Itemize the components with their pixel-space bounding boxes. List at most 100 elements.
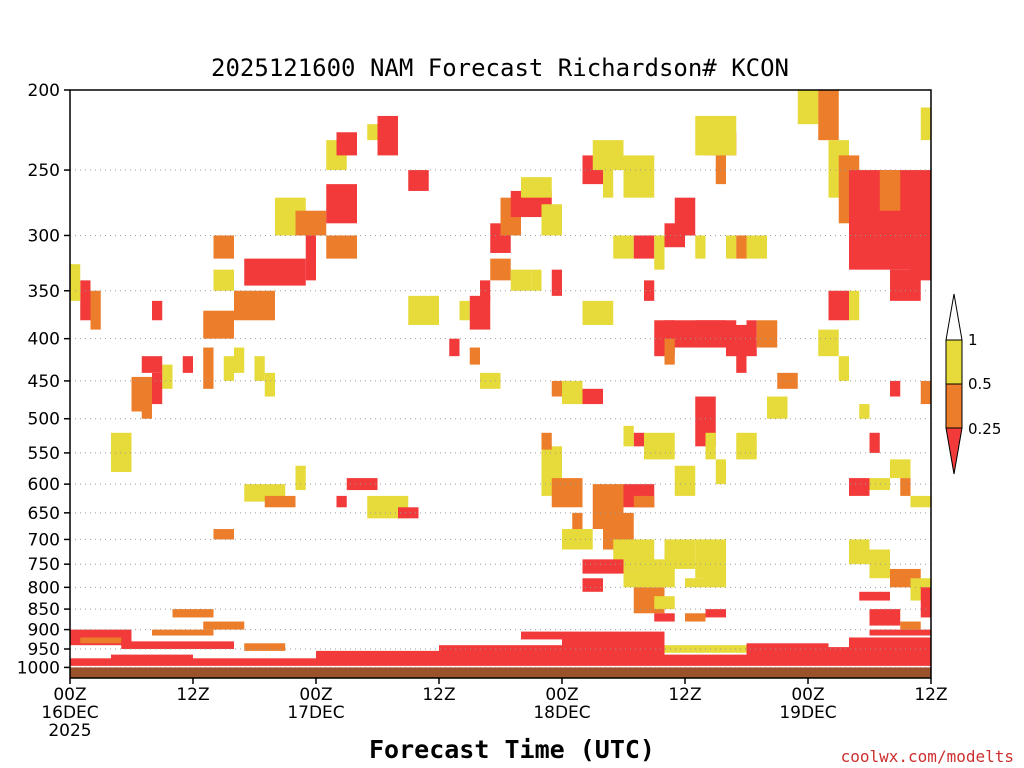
legend-label-1: 1 xyxy=(968,331,978,349)
ri-cell-yellow xyxy=(849,539,870,565)
ri-cell-yellow xyxy=(603,155,614,198)
ri-cell-orange xyxy=(490,258,511,281)
ri-cell-orange xyxy=(326,235,357,259)
ri-cell-yellow xyxy=(920,107,931,141)
x-tick-label-72-0: 00Z xyxy=(791,685,824,705)
color-legend: 1 0.5 0.25 xyxy=(945,293,1001,475)
ri-cell-red xyxy=(890,269,921,301)
ri-cell-red xyxy=(736,347,747,373)
ri-cell-red xyxy=(326,184,357,224)
ri-cell-red xyxy=(377,115,398,156)
ri-cell-red xyxy=(582,559,624,574)
ri-cell-yellow xyxy=(562,380,583,405)
ri-cell-yellow xyxy=(674,465,696,496)
ri-cell-red xyxy=(193,658,316,668)
ri-cell-orange xyxy=(664,338,675,365)
ri-cell-red xyxy=(111,654,193,668)
ri-cell-red xyxy=(664,654,747,668)
plot-frame xyxy=(69,89,932,679)
ri-cell-red xyxy=(80,280,91,321)
ri-cell-yellow xyxy=(162,364,173,389)
ri-cell-yellow xyxy=(726,235,737,259)
y-tick-label-700: 700 xyxy=(28,530,60,550)
ri-cell-yellow xyxy=(715,459,726,485)
y-tick-label-450: 450 xyxy=(28,372,60,392)
ri-cell-red xyxy=(562,637,665,668)
ri-cell-red xyxy=(920,587,931,618)
ri-cell-yellow xyxy=(910,495,931,508)
y-tick-label-200: 200 xyxy=(28,81,60,101)
y-tick-label-250: 250 xyxy=(28,161,60,181)
ri-cell-red xyxy=(664,223,685,248)
y-tick-label-800: 800 xyxy=(28,578,60,598)
ri-cell-orange xyxy=(152,629,214,636)
x-tick-label-0-1: 16DEC xyxy=(41,703,98,723)
y-tick-label-600: 600 xyxy=(28,475,60,495)
ri-cell-orange xyxy=(777,372,798,389)
y-tick-label-1000: 1000 xyxy=(17,658,60,678)
ri-cell-red xyxy=(316,650,439,668)
ri-cell-red xyxy=(182,356,193,373)
y-tick-label-750: 750 xyxy=(28,555,60,575)
ri-cell-red xyxy=(705,609,726,618)
ground-band xyxy=(70,667,931,678)
ri-cell-red xyxy=(869,629,931,636)
y-tick-label-500: 500 xyxy=(28,410,60,430)
ri-cell-red xyxy=(869,609,901,626)
ri-cell-orange xyxy=(818,90,839,141)
ri-cell-orange xyxy=(203,347,214,389)
ri-cell-yellow xyxy=(705,432,716,460)
ri-cell-red xyxy=(346,478,357,491)
ri-cell-orange xyxy=(756,320,778,348)
ri-cell-yellow xyxy=(654,235,665,270)
ri-cell-red xyxy=(695,320,726,348)
y-tick-label-900: 900 xyxy=(28,621,60,641)
x-axis-label: Forecast Time (UTC) xyxy=(369,735,655,764)
site-credit: coolwx.com/modelts xyxy=(841,747,1014,766)
y-tick-label-350: 350 xyxy=(28,282,60,302)
ri-cell-red xyxy=(828,290,849,321)
x-tick-label-48-1: 18DEC xyxy=(533,703,590,723)
ri-cell-yellow xyxy=(459,300,470,321)
ri-cell-yellow xyxy=(644,432,675,460)
pressure-gridlines xyxy=(70,169,931,668)
ri-cell-red xyxy=(469,295,491,330)
ri-cell-red xyxy=(244,258,306,286)
ri-cell-orange xyxy=(213,235,234,259)
y-tick-label-650: 650 xyxy=(28,504,60,524)
ri-cell-yellow xyxy=(869,549,890,579)
ri-cell-orange xyxy=(685,613,706,622)
ri-cell-orange xyxy=(469,347,480,365)
ri-cell-yellow xyxy=(70,264,81,301)
ri-cell-red xyxy=(152,372,163,405)
ri-cell-yellow xyxy=(797,90,819,125)
x-tick-label-24-1: 17DEC xyxy=(287,703,344,723)
ri-cell-red xyxy=(70,658,111,668)
x-tick-label-72-1: 19DEC xyxy=(779,703,836,723)
ri-cell-yellow xyxy=(111,432,132,472)
legend-arrow-top xyxy=(945,293,963,341)
ri-cell-yellow xyxy=(849,290,860,321)
y-tick-label-850: 850 xyxy=(28,600,60,620)
ri-cell-red xyxy=(582,388,603,405)
ri-cell-orange xyxy=(736,235,747,259)
ri-cell-yellow xyxy=(654,596,675,610)
ri-cell-yellow xyxy=(254,356,265,381)
ri-cell-red xyxy=(357,478,378,491)
legend-arrow-red xyxy=(945,427,963,475)
ri-cell-yellow xyxy=(295,465,306,491)
ri-cell-yellow xyxy=(541,204,562,236)
ri-cell-red xyxy=(910,210,931,281)
ri-cell-red xyxy=(152,300,163,321)
legend-swatch-yellow xyxy=(945,339,963,385)
ri-cell-yellow xyxy=(408,295,439,325)
y-tick-label-550: 550 xyxy=(28,444,60,464)
ri-cell-yellow xyxy=(213,269,234,291)
ri-cell-orange xyxy=(244,643,286,651)
ri-cell-yellow xyxy=(623,425,634,447)
ri-cell-orange xyxy=(900,621,921,630)
ri-cell-orange xyxy=(264,495,296,508)
ri-cell-yellow xyxy=(510,269,532,291)
ri-cell-orange xyxy=(572,512,583,540)
